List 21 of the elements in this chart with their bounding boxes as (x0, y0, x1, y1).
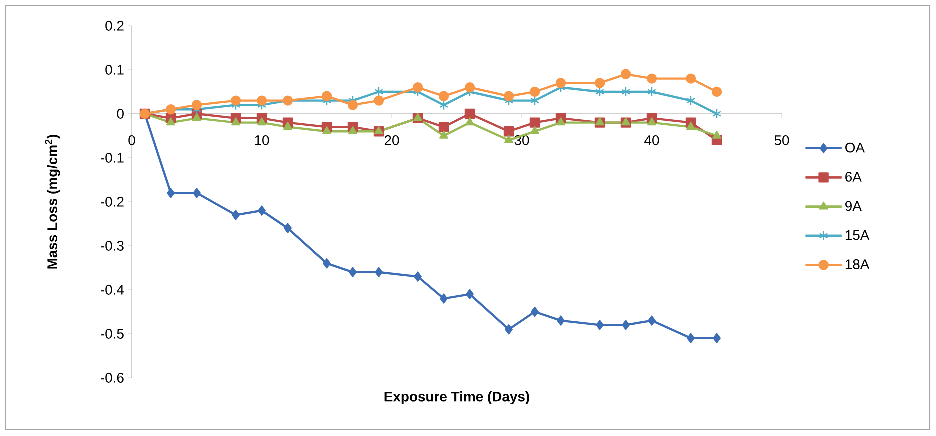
y-tick-label: -0.4 (101, 285, 124, 295)
y-axis-title: Mass Loss (mg/cm$^{2}$) (45, 135, 60, 269)
y-tick-label: -0.2 (101, 197, 124, 207)
x-tick-label: 0 (128, 136, 136, 146)
legend-label: 18A (846, 260, 870, 270)
x-tick-label: 40 (644, 136, 660, 146)
y-tick-label: -0.6 (101, 373, 124, 383)
y-tick-label: -0.3 (101, 241, 124, 251)
x-axis-title: Exposure Time (Days) (384, 392, 530, 405)
y-tick-label: -0.5 (101, 329, 124, 339)
y-tick-label: -0.1 (101, 153, 124, 163)
legend-label: 6A (846, 172, 862, 182)
x-tick-label: 20 (384, 136, 400, 146)
y-tick-label: 0.1 (106, 65, 124, 75)
y-tick-label: 0 (117, 109, 124, 119)
legend-label: OA (846, 142, 866, 153)
y-tick-label: 0.2 (106, 21, 124, 31)
legend-label: 15A (846, 230, 870, 240)
x-tick-label: 10 (255, 136, 270, 146)
x-tick-label: 50 (774, 136, 790, 146)
legend-label: 9A (846, 201, 862, 212)
